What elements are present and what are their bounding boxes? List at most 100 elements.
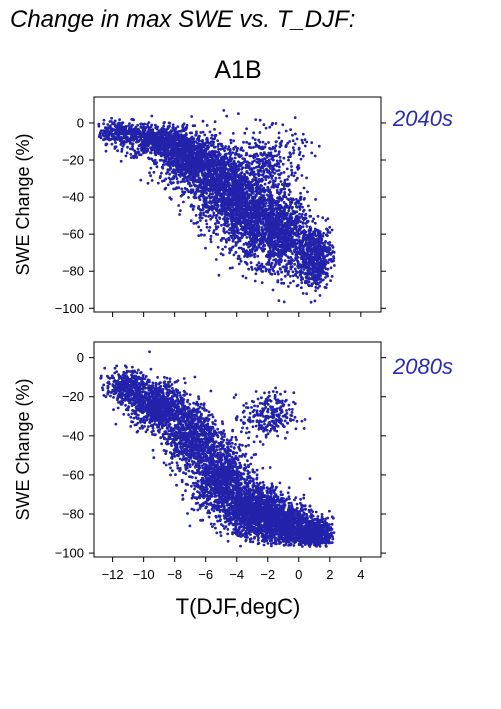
data-point	[246, 180, 250, 184]
data-point	[230, 231, 234, 235]
data-point	[223, 218, 227, 222]
scatter-points	[97, 109, 336, 304]
data-point	[122, 133, 125, 137]
data-point	[171, 169, 175, 173]
data-point	[182, 150, 186, 154]
data-point	[244, 228, 248, 232]
data-point	[176, 125, 180, 128]
data-point	[248, 234, 252, 238]
data-point	[196, 173, 200, 177]
data-point	[216, 204, 220, 208]
data-point	[289, 237, 292, 241]
data-point	[106, 123, 110, 126]
data-point	[204, 149, 208, 152]
data-point	[281, 216, 285, 220]
data-point	[244, 276, 248, 280]
data-point	[181, 146, 185, 150]
data-point	[280, 220, 284, 224]
data-point	[154, 149, 157, 153]
data-point	[278, 176, 281, 180]
data-point	[136, 140, 140, 144]
data-point	[260, 281, 264, 284]
data-point	[214, 258, 218, 261]
data-point	[207, 201, 211, 204]
data-point	[220, 223, 223, 227]
data-point	[131, 147, 134, 150]
data-point	[225, 221, 229, 225]
data-point	[240, 167, 244, 171]
data-point	[214, 186, 217, 190]
data-point	[165, 172, 168, 175]
data-point	[226, 224, 230, 228]
data-point	[231, 245, 235, 249]
data-point	[277, 254, 281, 258]
data-point	[279, 180, 283, 183]
data-point	[254, 180, 258, 184]
data-point	[192, 141, 196, 145]
data-point	[266, 186, 270, 189]
data-point	[298, 208, 302, 211]
data-point	[270, 272, 274, 276]
data-point	[251, 226, 255, 230]
data-point	[234, 177, 237, 181]
data-point	[293, 238, 296, 242]
data-point	[216, 245, 220, 249]
data-point	[172, 181, 175, 185]
data-point	[105, 128, 109, 132]
data-point	[149, 166, 153, 170]
data-point	[219, 183, 222, 186]
data-point	[158, 147, 162, 151]
data-point	[163, 121, 166, 124]
data-point	[201, 145, 204, 149]
data-point	[229, 187, 233, 191]
data-point	[165, 134, 168, 138]
data-point	[97, 124, 101, 128]
data-point	[126, 124, 130, 128]
data-point	[248, 254, 252, 258]
data-point	[191, 207, 195, 211]
data-point	[195, 153, 199, 156]
data-point	[202, 165, 206, 169]
data-point	[290, 207, 294, 210]
data-point	[188, 172, 192, 175]
data-point	[303, 197, 306, 200]
data-point	[255, 183, 259, 187]
data-point	[230, 175, 234, 179]
data-point	[285, 224, 289, 228]
data-point	[226, 168, 230, 172]
data-point	[248, 219, 252, 223]
data-point	[110, 129, 113, 133]
data-point	[274, 243, 278, 247]
data-point	[187, 167, 191, 171]
data-point	[200, 159, 204, 163]
data-point	[139, 125, 143, 129]
data-point	[200, 189, 203, 193]
data-point	[247, 242, 251, 246]
data-point	[154, 126, 158, 130]
data-point	[233, 222, 236, 226]
data-point	[216, 139, 220, 143]
data-point	[215, 170, 219, 174]
data-point	[254, 267, 257, 270]
data-point	[200, 165, 204, 169]
data-point	[155, 165, 159, 169]
data-point	[220, 178, 223, 182]
data-point	[289, 227, 293, 231]
data-point	[214, 178, 218, 182]
data-point	[108, 126, 111, 130]
data-point	[152, 170, 156, 174]
data-point	[225, 230, 229, 234]
data-point	[232, 253, 236, 257]
data-point	[185, 179, 189, 183]
data-point	[137, 151, 141, 155]
data-point	[170, 136, 174, 139]
data-point	[203, 143, 207, 147]
data-point	[260, 241, 264, 245]
data-point	[288, 223, 292, 227]
data-point	[194, 214, 198, 217]
data-point	[306, 190, 309, 194]
data-point	[210, 177, 214, 181]
data-point	[179, 147, 182, 151]
data-point	[140, 145, 144, 148]
data-point	[243, 131, 247, 135]
